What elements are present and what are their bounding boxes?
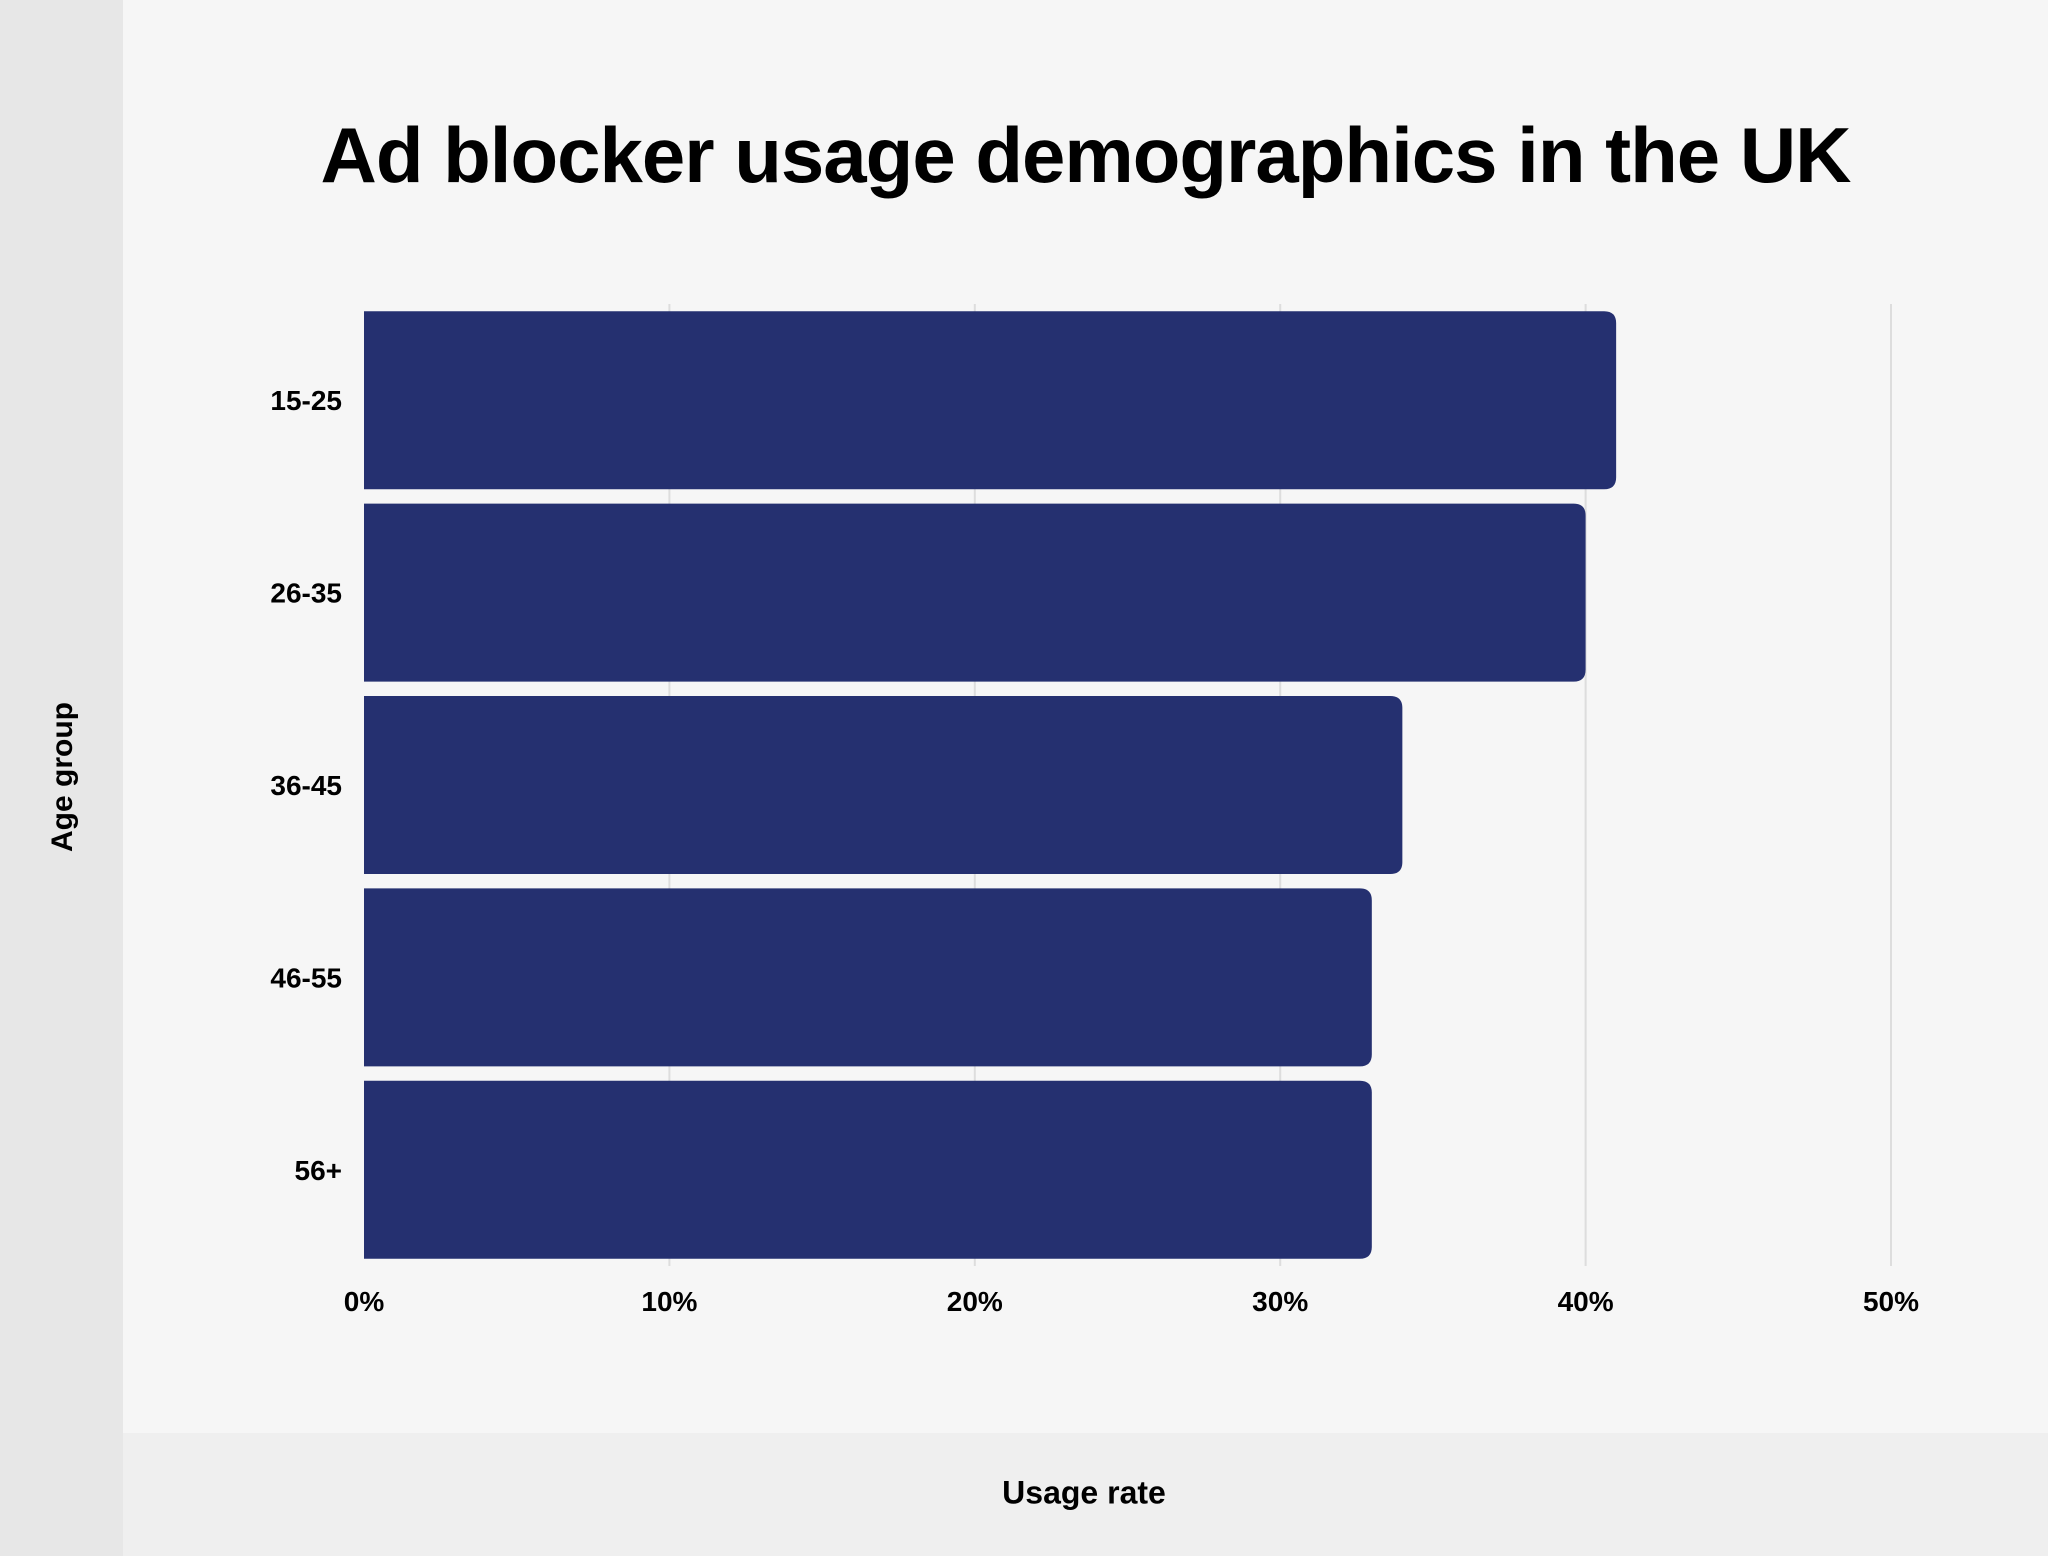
y-tick-label: 36-45 xyxy=(270,770,342,801)
x-axis-title: Usage rate xyxy=(1002,1474,1166,1511)
bar-56+ xyxy=(364,1080,1372,1259)
x-tick-label: 10% xyxy=(641,1286,697,1317)
y-tick-label: 26-35 xyxy=(270,578,342,609)
bar-26-35 xyxy=(364,503,1586,682)
bar-36-45 xyxy=(364,696,1403,874)
x-tick-label: 0% xyxy=(344,1286,385,1317)
bottom-panel xyxy=(123,1433,2048,1556)
bar-46-55 xyxy=(364,888,1372,1067)
x-tick-label: 30% xyxy=(1252,1286,1308,1317)
y-tick-label: 56+ xyxy=(295,1155,343,1186)
left-panel xyxy=(0,0,123,1556)
x-tick-label: 40% xyxy=(1558,1286,1614,1317)
bar-15-25 xyxy=(364,311,1617,490)
x-tick-label: 20% xyxy=(947,1286,1003,1317)
y-tick-label: 46-55 xyxy=(270,962,342,993)
x-tick-label: 50% xyxy=(1863,1286,1919,1317)
chart-title: Ad blocker usage demographics in the UK xyxy=(320,111,1852,199)
y-tick-label: 15-25 xyxy=(270,385,342,416)
